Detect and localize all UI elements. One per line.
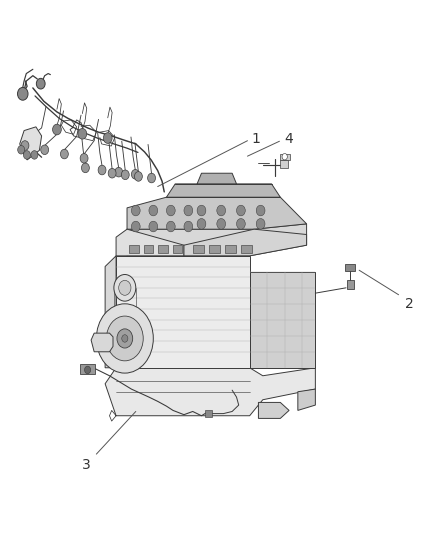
Circle shape <box>53 124 61 135</box>
Circle shape <box>36 78 45 89</box>
Polygon shape <box>101 336 116 357</box>
Circle shape <box>166 221 175 232</box>
Polygon shape <box>116 256 250 368</box>
Text: 4: 4 <box>285 132 293 146</box>
Circle shape <box>237 219 245 229</box>
Circle shape <box>85 366 91 374</box>
Polygon shape <box>173 245 182 253</box>
Text: 3: 3 <box>82 458 91 472</box>
Circle shape <box>131 169 139 179</box>
Circle shape <box>18 146 25 154</box>
Circle shape <box>149 221 158 232</box>
Circle shape <box>115 167 123 177</box>
Polygon shape <box>345 264 355 271</box>
Circle shape <box>108 168 116 178</box>
Polygon shape <box>166 184 280 197</box>
Polygon shape <box>116 229 184 256</box>
Circle shape <box>18 87 28 100</box>
Circle shape <box>256 205 265 216</box>
Circle shape <box>23 151 30 159</box>
Polygon shape <box>127 224 307 256</box>
Polygon shape <box>205 410 212 417</box>
Circle shape <box>81 163 89 173</box>
Circle shape <box>98 165 106 175</box>
Polygon shape <box>127 197 307 229</box>
Polygon shape <box>298 389 315 410</box>
Circle shape <box>121 170 129 180</box>
Polygon shape <box>91 333 113 352</box>
Circle shape <box>41 145 49 155</box>
Circle shape <box>21 141 29 150</box>
Polygon shape <box>80 364 95 374</box>
Polygon shape <box>158 245 168 253</box>
Polygon shape <box>105 368 315 416</box>
Polygon shape <box>347 280 354 289</box>
Circle shape <box>60 149 68 159</box>
Polygon shape <box>225 245 236 253</box>
Circle shape <box>217 219 226 229</box>
Circle shape <box>131 221 140 232</box>
Circle shape <box>134 172 142 181</box>
Polygon shape <box>241 245 252 253</box>
Polygon shape <box>144 245 153 253</box>
Circle shape <box>122 335 128 342</box>
Polygon shape <box>105 256 116 368</box>
Circle shape <box>197 219 206 229</box>
Circle shape <box>131 205 140 216</box>
Circle shape <box>166 205 175 216</box>
Circle shape <box>217 205 226 216</box>
Polygon shape <box>280 154 290 160</box>
Text: 1: 1 <box>252 132 261 146</box>
Circle shape <box>237 205 245 216</box>
Circle shape <box>184 205 193 216</box>
Polygon shape <box>250 272 315 368</box>
Circle shape <box>31 151 38 159</box>
Circle shape <box>78 128 87 139</box>
Circle shape <box>106 316 143 361</box>
Polygon shape <box>197 173 237 184</box>
Circle shape <box>114 274 136 301</box>
Text: 2: 2 <box>405 297 414 311</box>
Polygon shape <box>258 402 289 418</box>
Circle shape <box>282 154 287 160</box>
Circle shape <box>256 219 265 229</box>
Circle shape <box>103 133 112 143</box>
Polygon shape <box>20 127 42 160</box>
Polygon shape <box>280 160 288 168</box>
Circle shape <box>197 205 206 216</box>
Circle shape <box>80 154 88 163</box>
Circle shape <box>184 221 193 232</box>
Polygon shape <box>184 229 307 256</box>
Polygon shape <box>129 245 139 253</box>
Polygon shape <box>193 245 204 253</box>
Circle shape <box>117 329 133 348</box>
Circle shape <box>119 280 131 295</box>
Circle shape <box>96 304 153 373</box>
Circle shape <box>148 173 155 183</box>
Polygon shape <box>209 245 220 253</box>
Circle shape <box>149 205 158 216</box>
